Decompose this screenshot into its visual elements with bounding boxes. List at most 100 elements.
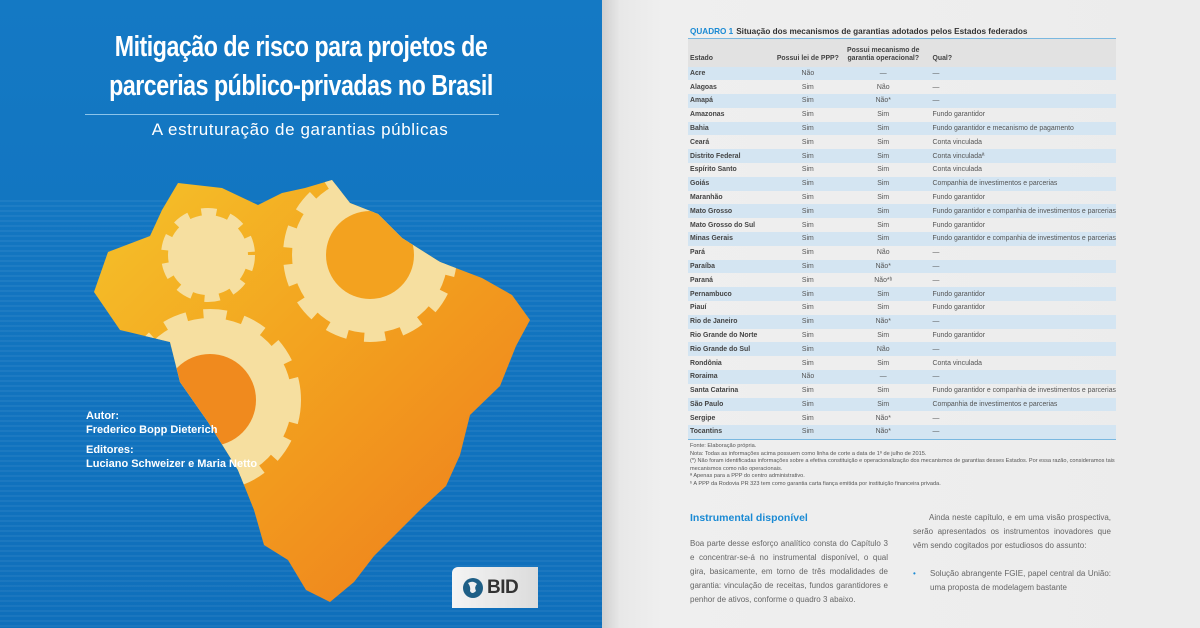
table-row: Acre Não — — bbox=[688, 66, 1116, 81]
table-row: Santa Catarina Sim Sim Fundo garantidor e c… bbox=[688, 384, 1116, 398]
bullet-icon: • bbox=[913, 569, 916, 578]
table-row: Alagoas Sim Não — bbox=[688, 80, 1116, 94]
cell-qual: — bbox=[932, 276, 940, 284]
credits: Autor: Frederico Bopp Dieterich Editores… bbox=[86, 409, 257, 471]
cell-estado: Rio de Janeiro bbox=[690, 318, 738, 326]
cell-estado: Ceará bbox=[690, 138, 710, 146]
cell-estado: Sergipe bbox=[690, 414, 716, 422]
cell-lei-ppp: Sim bbox=[801, 387, 814, 395]
header-mecanismo: Possui mecanismo de garantia operacional… bbox=[847, 46, 920, 62]
cell-qual: Fundo garantidor e companhia de investim… bbox=[932, 235, 1116, 243]
cell-estado: Tocantins bbox=[690, 428, 723, 436]
cell-mecanismo: Sim bbox=[877, 180, 890, 188]
cell-estado: Espírito Santo bbox=[690, 166, 737, 174]
cell-lei-ppp: Sim bbox=[801, 332, 814, 340]
bid-logo-text: BID bbox=[487, 576, 519, 598]
cell-qual: — bbox=[932, 97, 940, 105]
table-title: Situação dos mecanismos de garantias ado… bbox=[736, 27, 1028, 36]
table-row: Bahia Sim Sim Fundo garantidor e mecanismo … bbox=[688, 121, 1116, 136]
cell-lei-ppp: Sim bbox=[801, 428, 814, 436]
cell-lei-ppp: Sim bbox=[801, 180, 814, 188]
table-row: Maranhão Sim Sim Fundo garantidor bbox=[688, 191, 1116, 205]
cell-lei-ppp: Não bbox=[801, 69, 815, 77]
note: (*) Não foram identificadas informações … bbox=[690, 458, 1115, 472]
title-line-1: Mitigação de risco para projetos de bbox=[114, 31, 488, 63]
cell-estado: Santa Catarina bbox=[690, 387, 739, 395]
cell-lei-ppp: Sim bbox=[801, 111, 814, 119]
cell-lei-ppp: Sim bbox=[801, 249, 814, 257]
cell-lei-ppp: Sim bbox=[801, 263, 814, 271]
cell-qual: — bbox=[932, 69, 940, 77]
cell-mecanismo: Sim bbox=[877, 125, 890, 133]
guarantees-table: Estado Possui lei de PPP? Possui mecanis… bbox=[688, 38, 1116, 440]
section-heading: Instrumental disponível bbox=[690, 512, 808, 524]
cell-lei-ppp: Sim bbox=[801, 304, 814, 312]
title-line-2: parcerias público-privadas no Brasil bbox=[109, 70, 493, 102]
header-lei-ppp: Possui lei de PPP? bbox=[776, 54, 839, 62]
table-row: Pará Sim Não — bbox=[688, 246, 1116, 260]
cell-lei-ppp: Sim bbox=[801, 97, 814, 105]
cell-qual: Fundo garantidor bbox=[932, 290, 985, 298]
cell-qual: Fundo garantidor bbox=[932, 111, 985, 119]
cell-mecanismo: Não* bbox=[875, 414, 891, 422]
note: Nota: Todas as informações acima possuem… bbox=[690, 450, 927, 457]
table-row: Mato Grosso do Sul Sim Sim Fundo garantidor bbox=[688, 218, 1116, 232]
cell-qual: Conta vinculada bbox=[932, 359, 982, 367]
cell-lei-ppp: Sim bbox=[801, 359, 814, 367]
cell-mecanismo: Não bbox=[876, 345, 890, 353]
cell-mecanismo: Não* bbox=[875, 97, 891, 105]
cell-estado: Rio Grande do Sul bbox=[690, 345, 751, 353]
cell-mecanismo: Sim bbox=[877, 207, 890, 215]
cell-estado: Acre bbox=[690, 69, 706, 77]
table-row: Minas Gerais Sim Sim Fundo garantidor e com… bbox=[688, 232, 1116, 246]
bid-logo: BID bbox=[452, 567, 538, 608]
cell-lei-ppp: Sim bbox=[801, 207, 814, 215]
cell-mecanismo: Não*ᵇ bbox=[874, 276, 893, 284]
cell-qual: — bbox=[932, 345, 940, 353]
table-row: Rio de Janeiro Sim Não* — bbox=[688, 314, 1116, 329]
cell-estado: Goiás bbox=[690, 180, 710, 188]
table-notes: Fonte: Elaboração própria. Nota: Todas a… bbox=[690, 443, 1120, 488]
cell-lei-ppp: Sim bbox=[801, 83, 814, 91]
cell-qual: Fundo garantidor e companhia de investim… bbox=[932, 387, 1116, 395]
cell-lei-ppp: Sim bbox=[801, 125, 814, 133]
cell-mecanismo: Não* bbox=[875, 263, 891, 271]
cell-estado: Roraima bbox=[690, 373, 718, 381]
table-row: Sergipe Sim Não* — bbox=[688, 411, 1116, 425]
cell-mecanismo: Sim bbox=[877, 290, 890, 298]
cell-lei-ppp: Sim bbox=[801, 401, 814, 409]
book-title: Mitigação de risco para projetos de parce… bbox=[60, 28, 542, 106]
cell-mecanismo: Sim bbox=[877, 401, 890, 409]
table-label: QUADRO 1 bbox=[690, 27, 734, 36]
header-qual: Qual? bbox=[932, 54, 953, 62]
cell-estado: Mato Grosso bbox=[690, 207, 733, 215]
table-caption: QUADRO 1 Situação dos mecanismos de garan… bbox=[690, 27, 1027, 36]
note: Fonte: Elaboração própria. bbox=[690, 443, 757, 449]
gear-shape bbox=[161, 208, 255, 302]
cell-lei-ppp: Sim bbox=[801, 138, 814, 146]
cell-mecanismo: Sim bbox=[877, 304, 890, 312]
cell-mecanismo: Sim bbox=[877, 166, 890, 174]
cell-mecanismo: — bbox=[879, 69, 887, 77]
table-row: Piauí Sim Sim Fundo garantidor bbox=[688, 301, 1116, 315]
cell-estado: Rio Grande do Norte bbox=[690, 332, 758, 340]
author-name: Frederico Bopp Dieterich bbox=[86, 424, 218, 436]
header-estado: Estado bbox=[690, 54, 713, 62]
table-row: Roraima Não — — bbox=[688, 370, 1116, 384]
cell-mecanismo: — bbox=[879, 373, 887, 381]
cell-lei-ppp: Não bbox=[801, 373, 815, 381]
cell-estado: Amapá bbox=[690, 97, 713, 105]
table-row: Rio Grande do Sul Sim Não — bbox=[688, 342, 1116, 357]
cell-mecanismo: Não bbox=[876, 249, 890, 257]
title-divider bbox=[85, 114, 499, 115]
cell-estado: Rondônia bbox=[690, 359, 722, 367]
cell-estado: Amazonas bbox=[690, 111, 725, 119]
cell-qual: — bbox=[932, 263, 940, 271]
cell-qual: Fundo garantidor e companhia de investim… bbox=[932, 207, 1116, 215]
table-row: Tocantins Sim Não* — bbox=[688, 425, 1116, 440]
cell-qual: Fundo garantidor bbox=[932, 194, 985, 202]
brazil-map-illustration bbox=[94, 180, 530, 602]
cell-qual: — bbox=[932, 373, 940, 381]
table-row: Amapá Sim Não* — bbox=[688, 94, 1116, 108]
cell-qual: Fundo garantidor bbox=[932, 332, 985, 340]
